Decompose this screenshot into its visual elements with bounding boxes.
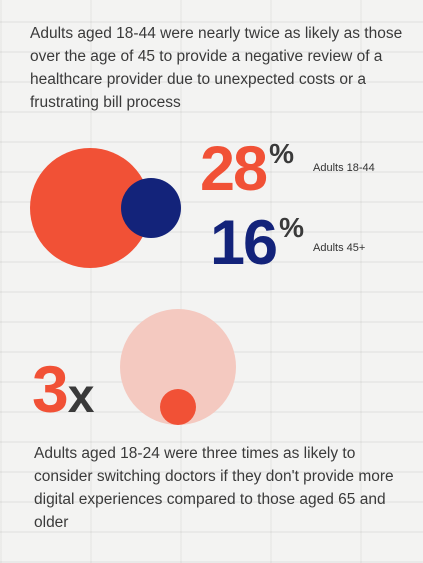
multiplier-value: 3 (32, 352, 69, 426)
stat-1-label: Adults 18-44 (313, 162, 375, 174)
bubble-small-orange (160, 389, 196, 425)
stat-16-percent: 16 % (210, 212, 304, 275)
multiplier-stat: 3x (32, 356, 94, 422)
bubble-adults-18-44 (30, 148, 150, 268)
bubble-adults-45-plus (121, 178, 181, 238)
stat-2-unit: % (279, 212, 304, 243)
stat-1-value: 28 (200, 134, 268, 204)
intro-paragraph: Adults aged 18-44 were nearly twice as l… (30, 25, 403, 111)
stat-2-value: 16 (210, 208, 278, 278)
bubble-large-pink (120, 309, 236, 425)
multiplier-suffix: x (67, 370, 95, 423)
stat-2-label: Adults 45+ (313, 242, 366, 254)
stat-28-percent: 28 % (200, 138, 294, 201)
stat-1-unit: % (269, 138, 294, 169)
outro-paragraph: Adults aged 18-24 were three times as li… (34, 445, 394, 531)
